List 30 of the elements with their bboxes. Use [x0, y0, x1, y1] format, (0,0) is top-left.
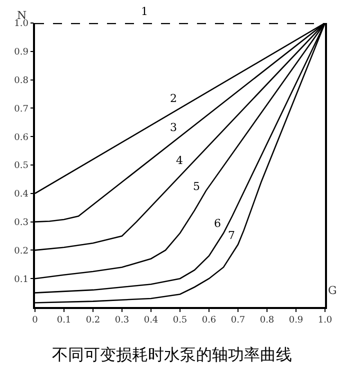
x-tick-label: 0.9	[288, 316, 304, 326]
x-tick-label: 0.8	[260, 316, 274, 326]
series-label: 6	[214, 217, 221, 230]
y-tick-label: 0.7	[14, 104, 29, 114]
x-tick-label: 0.7	[230, 316, 246, 326]
x-axis-title: G	[328, 284, 337, 297]
series-label: 4	[176, 154, 183, 167]
series-label: 5	[193, 180, 200, 193]
text: 不同可变损耗时水泵的轴功率曲线	[52, 344, 292, 364]
y-tick-label: 0.9	[14, 48, 29, 58]
y-tick-label: 0.8	[14, 76, 29, 86]
y-tick-label: 0.3	[14, 218, 29, 228]
x-tick-label: 0.1	[56, 316, 72, 326]
y-tick-label: 1.0	[14, 19, 29, 30]
x-tick-label: 0.4	[144, 316, 158, 326]
y-tick-label: 0.4	[14, 190, 29, 200]
x-tick-label: 0.5	[172, 316, 188, 326]
y-tick-label: 0.6	[14, 132, 29, 143]
y-tick-label: 0.5	[14, 161, 29, 172]
x-tick-label: 0	[32, 316, 38, 326]
y-tick-label: 0.2	[14, 246, 28, 256]
series-label: 1	[141, 5, 148, 18]
x-tick-label: 0.2	[86, 316, 100, 326]
series-label: 7	[228, 229, 235, 242]
series-label: 3	[170, 121, 177, 134]
x-tick-label: 0.3	[114, 316, 130, 326]
series-label: 2	[170, 92, 177, 105]
y-tick-label: 0.1	[14, 274, 28, 285]
x-tick-label: 1.0	[318, 316, 332, 326]
x-tick-label: 0.6	[202, 316, 216, 326]
